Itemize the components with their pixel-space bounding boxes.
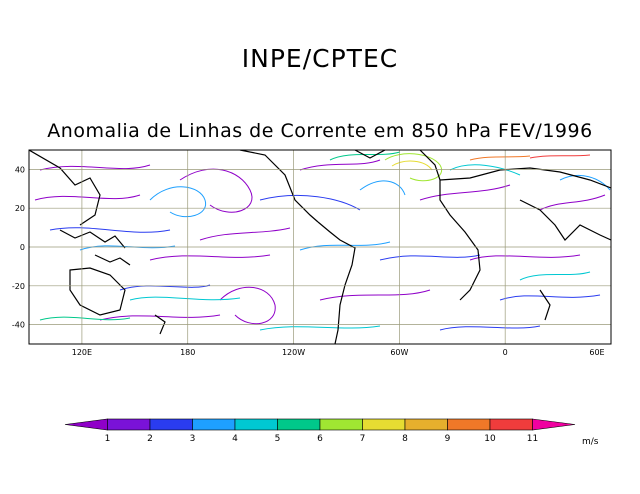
colorbar-label: 7 [360,434,366,444]
colorbar-segment [277,418,321,431]
lon-tick-label: 180 [180,348,195,357]
agency-title: INPE/CPTEC [241,44,399,73]
colorbar: 1 2 3 4 5 6 7 8 9 10 11 m/s [64,418,599,447]
colorbar-segment [149,418,193,431]
colorbar-segment [234,418,278,431]
colorbar-segment [319,418,363,431]
colorbar-label: 2 [147,434,153,444]
colorbar-segment [362,418,406,431]
map-frame [28,149,612,345]
lat-tick-label: 0 [20,243,25,252]
colorbar-segment [107,418,151,431]
colorbar-label: 4 [232,434,238,444]
colorbar-unit: m/s [582,437,599,447]
lon-tick-label: 60W [390,348,408,357]
lon-tick-label: 120E [72,348,92,357]
map-title: Anomalia de Linhas de Corrente em 850 hP… [47,120,593,142]
lat-tick-label: -40 [12,321,25,330]
colorbar-label: 5 [275,434,281,444]
colorbar-segment [489,418,533,431]
lon-tick-label: 120W [282,348,305,357]
colorbar-label: 9 [445,434,451,444]
lon-tick-label: 60E [589,348,604,357]
latitude-labels: 40 20 0 -20 -40 [12,165,25,329]
colorbar-label: 8 [402,434,408,444]
lat-tick-label: -20 [12,282,25,291]
colorbar-label: 6 [317,434,323,444]
lat-tick-label: 40 [15,165,25,174]
coastlines [29,150,611,344]
colorbar-label: 10 [484,434,496,444]
colorbar-segment [64,418,108,431]
longitude-labels: 120E 180 120W 60W 0 60E [72,348,605,357]
colorbar-segment [447,418,491,431]
lat-tick-label: 20 [15,204,25,213]
colorbar-segment [192,418,236,431]
lon-tick-label: 0 [503,348,508,357]
map-grid [29,150,611,344]
colorbar-segment [404,418,448,431]
colorbar-segment [532,418,576,431]
colorbar-label: 3 [190,434,196,444]
colorbar-label: 1 [105,434,111,444]
colorbar-label: 11 [527,434,538,444]
